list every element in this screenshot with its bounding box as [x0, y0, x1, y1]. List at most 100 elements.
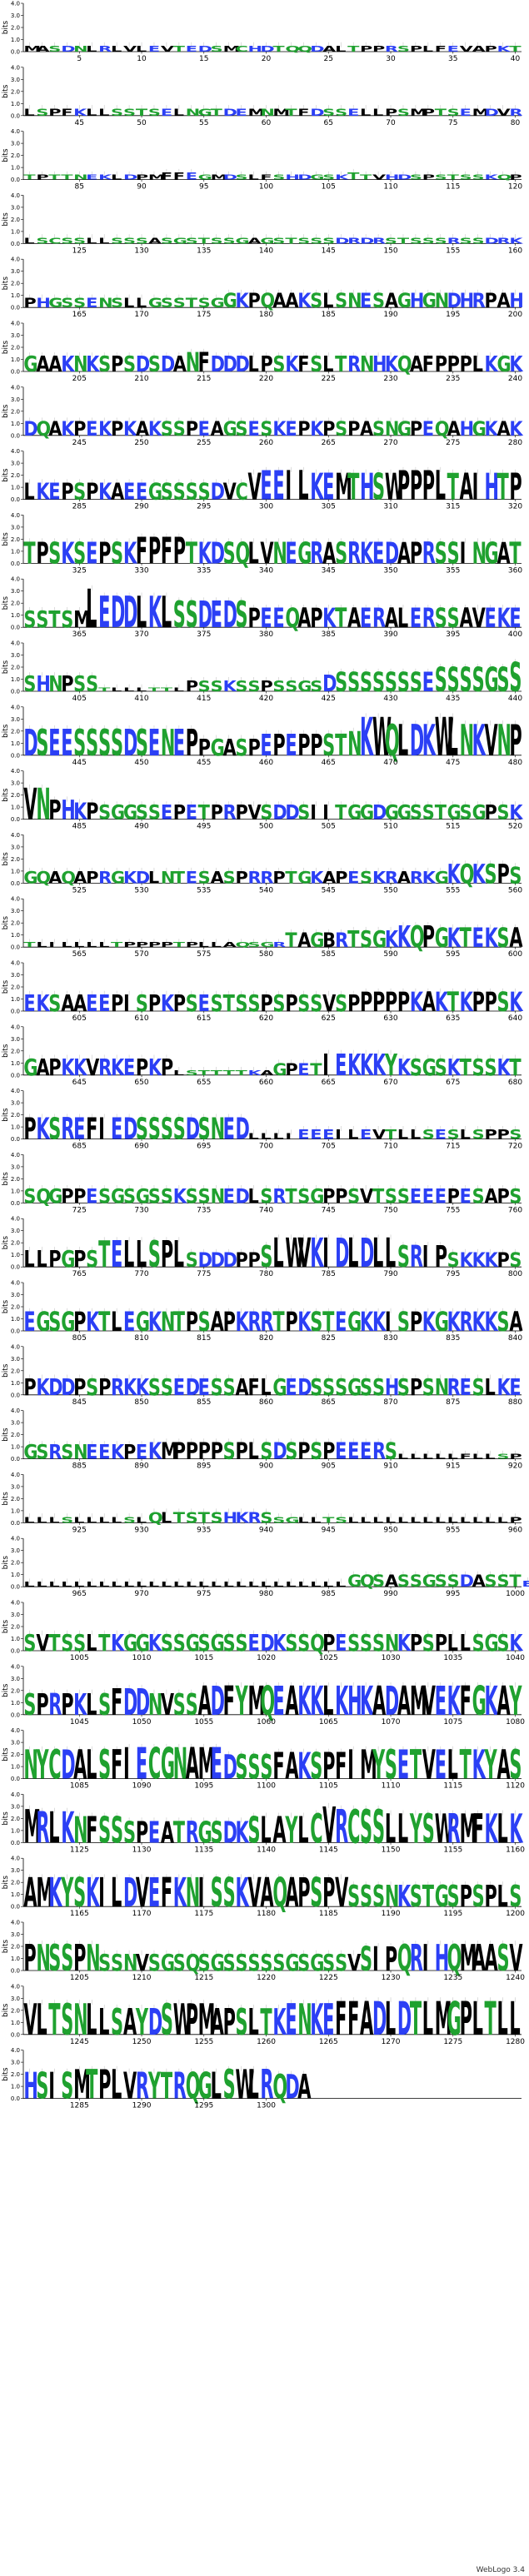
- x-tick-label: 425: [322, 695, 336, 703]
- y-tick-label: 2.0: [11, 1560, 20, 1567]
- logo-letter: P: [385, 1941, 397, 1979]
- y-axis-label: bits: [2, 532, 10, 546]
- x-tick-label: 1165: [70, 1910, 89, 1918]
- logo-letter: T: [23, 536, 35, 571]
- logo-letter: Q: [435, 418, 450, 441]
- logo-letter: S: [173, 418, 186, 441]
- logo-letter: V: [322, 989, 336, 1017]
- y-tick-label: 2.0: [11, 665, 20, 671]
- logo-letter: R: [447, 1373, 461, 1401]
- logo-letter: K: [73, 107, 87, 118]
- logo-letter: K: [297, 1746, 312, 1788]
- logo-letter: E: [347, 107, 359, 118]
- y-tick-label: 4.0: [11, 512, 20, 519]
- logo-letter: S: [223, 1870, 236, 1916]
- logo-letter: P: [497, 859, 509, 890]
- x-tick-label: 55: [199, 119, 208, 127]
- x-tick-label: 270: [383, 439, 397, 447]
- logo-letter: S: [136, 801, 148, 825]
- x-tick-label: 710: [383, 1143, 397, 1151]
- logo-letter: C: [48, 236, 61, 246]
- logo-letter: G: [422, 1054, 437, 1081]
- logo-letter: A: [447, 418, 462, 441]
- logo-letter: L: [198, 941, 209, 949]
- logo-letter: L: [447, 1515, 458, 1525]
- logo-letter: I: [285, 1131, 292, 1141]
- x-tick-label: 850: [134, 1398, 148, 1407]
- logo-letter: D: [272, 801, 287, 825]
- x-tick-label: 1255: [194, 2038, 213, 2046]
- logo-letter: T: [98, 687, 111, 693]
- y-axis-label: bits: [2, 2003, 10, 2017]
- logo-letter: L: [161, 1509, 172, 1527]
- logo-letter: P: [385, 988, 397, 1019]
- logo-letter: G: [23, 351, 37, 377]
- x-tick-label: 320: [508, 503, 522, 511]
- logo-letter: V: [260, 536, 273, 571]
- logo-letter: P: [485, 801, 497, 825]
- logo-letter: L: [136, 296, 147, 311]
- logo-letter: D: [211, 351, 225, 377]
- x-tick-label: 315: [446, 503, 460, 511]
- x-tick-label: 495: [197, 823, 211, 831]
- x-tick-label: 900: [259, 1462, 273, 1471]
- logo-letter: P: [161, 941, 173, 949]
- logo-letter: T: [322, 1515, 335, 1525]
- logo-letter: R: [335, 929, 348, 953]
- logo-letter: L: [272, 1581, 283, 1589]
- logo-letter: E: [86, 296, 97, 311]
- x-tick-label: 705: [322, 1143, 336, 1151]
- logo-letter: P: [173, 801, 186, 825]
- logo-letter: V: [372, 173, 387, 182]
- logo-letter: K: [310, 466, 324, 509]
- logo-letter: S: [173, 478, 186, 506]
- logo-letter: L: [111, 1515, 122, 1525]
- y-tick-label: 4.0: [11, 1472, 20, 1478]
- logo-letter: S: [497, 1629, 509, 1657]
- logo-letter: L: [48, 1803, 59, 1853]
- x-tick-label: 715: [446, 1143, 460, 1151]
- x-tick-label: 520: [508, 823, 522, 831]
- logo-letter: L: [372, 1515, 383, 1525]
- logo-letter: S: [111, 236, 123, 246]
- logo-letter: S: [23, 1629, 36, 1657]
- logo-letter: S: [347, 1629, 360, 1657]
- logo-letter: V: [422, 1678, 436, 1725]
- logo-letter: T: [173, 1509, 186, 1527]
- logo-letter: W: [372, 707, 392, 769]
- x-tick-label: 445: [72, 759, 87, 767]
- logo-letter: V: [422, 1742, 436, 1789]
- logo-letter: P: [211, 1437, 223, 1465]
- logo-letter: K: [485, 173, 499, 182]
- x-tick-label: 765: [72, 1270, 87, 1278]
- logo-letter: F: [223, 1678, 235, 1725]
- logo-letter: L: [98, 2001, 109, 2044]
- logo-letter: L: [86, 941, 97, 949]
- y-axis-label: bits: [2, 1108, 10, 1122]
- y-axis-label: bits: [2, 404, 10, 418]
- logo-letter: S: [173, 1112, 186, 1147]
- logo-letter: P: [61, 478, 73, 506]
- x-tick-label: 300: [259, 503, 273, 511]
- logo-letter: E: [247, 1629, 259, 1657]
- logo-letter: S: [98, 1810, 111, 1852]
- logo-letter: E: [285, 536, 297, 571]
- logo-letter: A: [472, 1572, 486, 1591]
- x-tick-label: 1185: [319, 1910, 338, 1918]
- logo-letter: S: [136, 1112, 148, 1147]
- x-tick-label: 675: [446, 1079, 460, 1087]
- logo-letter: S: [73, 1629, 86, 1657]
- y-axis-label: bits: [2, 852, 10, 866]
- logo-letter: S: [297, 801, 310, 825]
- logo-letter: G: [310, 929, 324, 953]
- logo-letter: E: [247, 418, 259, 441]
- y-tick-label: 1.0: [11, 612, 20, 619]
- logo-letter: T: [285, 929, 297, 953]
- logo-letter: K: [148, 588, 162, 638]
- logo-letter: S: [161, 1996, 173, 2045]
- logo-letter: A: [397, 868, 411, 887]
- y-axis-label: bits: [2, 979, 10, 994]
- logo-letter: S: [173, 595, 186, 637]
